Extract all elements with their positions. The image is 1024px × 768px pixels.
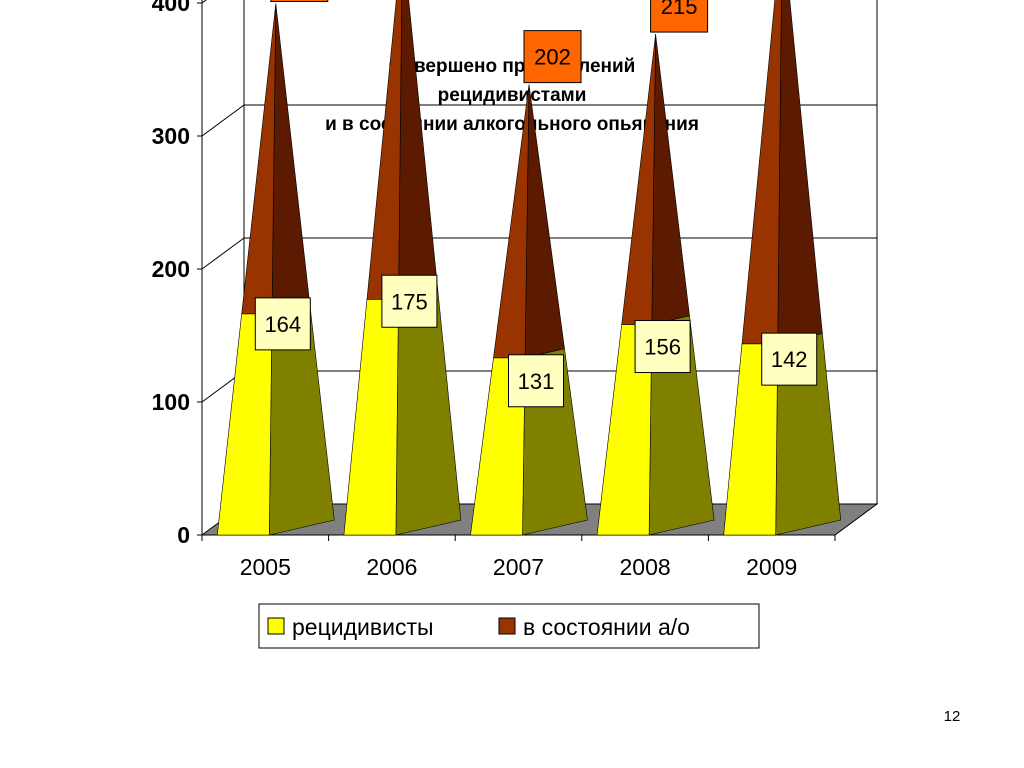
pyramid-recidivists-front: [343, 298, 399, 536]
data-label-alcohol: 202: [534, 45, 571, 70]
gridline-side: [201, 0, 207, 4]
data-label-box: [270, 0, 329, 2]
data-label-box: [650, 0, 709, 33]
pyramid-alcohol-front: [241, 3, 277, 315]
pyramid-alcohol-front: [366, 0, 403, 300]
legend-swatch-recidivists: [267, 617, 285, 635]
data-label-box: [381, 274, 438, 328]
y-tick-label: 0: [177, 522, 190, 548]
legend-label-recidivists: рецидивисты: [292, 614, 434, 640]
slide-number: 12: [943, 708, 961, 725]
gridline-side: [201, 237, 245, 270]
data-label-recidivists: 164: [264, 312, 301, 337]
legend-swatch-alcohol: [498, 617, 516, 635]
data-label-box: [254, 297, 311, 351]
data-label-recidivists: 156: [644, 335, 681, 360]
x-tick-label: 2009: [746, 554, 797, 580]
pyramid-alcohol-side: [398, 0, 439, 300]
y-tick-label: 300: [152, 123, 190, 149]
pyramid-alcohol-side: [651, 34, 690, 325]
pyramid-alcohol-front: [741, 0, 782, 345]
x-tick-label: 2005: [240, 554, 291, 580]
legend-label-alcohol: в состоянии а/о: [523, 614, 690, 640]
y-tick-label: 400: [152, 0, 190, 16]
chart-title-line-2: рецидивистами: [437, 85, 587, 106]
data-label-recidivists: 142: [771, 347, 808, 372]
y-tick-label: 100: [152, 389, 190, 415]
data-label-box: [523, 30, 582, 84]
pyramid-alcohol-front: [621, 34, 656, 325]
pyramid-alcohol-side: [271, 3, 311, 315]
x-tick-label: 2006: [366, 554, 417, 580]
pyramid-alcohol-side: [524, 84, 565, 359]
data-label-box: [508, 354, 564, 408]
data-label-box: [761, 332, 818, 386]
data-label-recidivists: 131: [518, 369, 555, 394]
y-tick-label: 200: [152, 256, 190, 282]
data-label-box: [634, 320, 691, 374]
x-tick-label: 2007: [493, 554, 544, 580]
data-label-alcohol: 215: [661, 0, 698, 19]
x-tick-label: 2008: [620, 554, 671, 580]
data-label-recidivists: 175: [391, 289, 428, 314]
pyramid-alcohol-front: [493, 84, 530, 359]
pyramid-alcohol-side: [777, 0, 823, 345]
gridline-side: [201, 104, 245, 137]
